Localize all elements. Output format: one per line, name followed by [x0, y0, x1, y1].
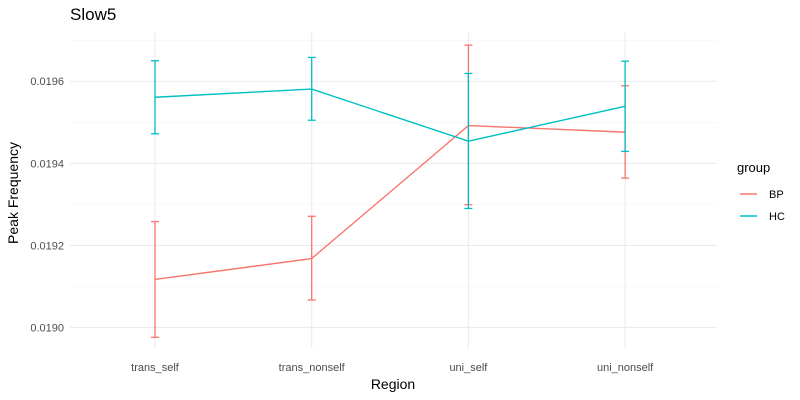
y-tick-label: 0.0190 [30, 322, 64, 334]
error-bar [464, 72, 473, 210]
legend-label: BP [769, 189, 784, 201]
series-hc [151, 56, 630, 210]
legend-item-bp: BP [740, 189, 784, 201]
y-axis-ticks: 0.0190 0.0192 0.0194 0.0196 [30, 76, 64, 334]
error-bar [307, 56, 316, 121]
chart-title: Slow5 [70, 5, 116, 24]
error-bar [151, 60, 159, 135]
y-tick-label: 0.0194 [30, 158, 64, 170]
x-axis-title: Region [371, 376, 415, 392]
legend-label: HC [769, 211, 785, 223]
y-axis-title: Peak Frequency [5, 142, 21, 244]
x-axis-ticks: trans_self trans_nonself uni_self uni_nonse… [131, 362, 654, 374]
legend-item-hc: HC [740, 211, 785, 223]
series-line [154, 124, 626, 281]
y-tick-label: 0.0192 [30, 240, 64, 252]
x-tick-label: uni_self [449, 362, 488, 374]
x-tick-label: trans_self [131, 362, 180, 374]
legend-title: group [737, 160, 770, 175]
error-bar [151, 220, 159, 338]
y-tick-label: 0.0196 [30, 76, 64, 88]
legend: group BP HC [737, 160, 785, 223]
error-bar [307, 215, 316, 301]
x-tick-label: uni_nonself [597, 362, 654, 374]
series-bp [151, 44, 630, 338]
error-bar [621, 60, 630, 153]
series-line [154, 88, 626, 142]
series-layer [151, 44, 630, 338]
x-tick-label: trans_nonself [279, 362, 346, 374]
